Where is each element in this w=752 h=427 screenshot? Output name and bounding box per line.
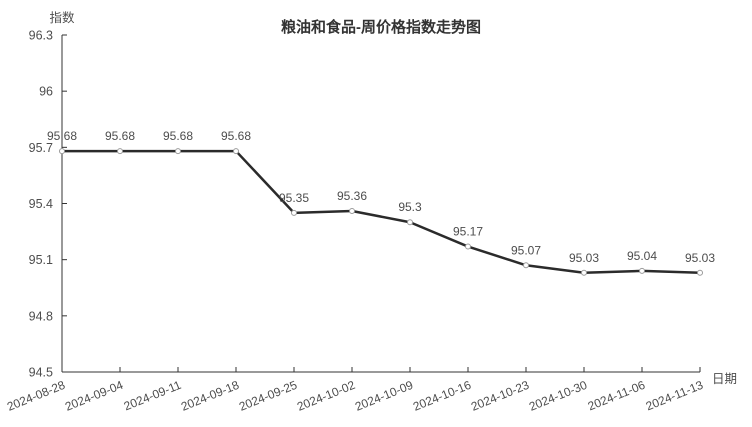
data-point-marker [59,148,65,155]
y-tick-label: 95.7 [29,141,53,155]
data-point-marker [291,209,297,216]
data-point-marker [175,148,181,155]
x-tick-label: 2024-11-06 [586,378,648,414]
y-tick-label: 95.1 [29,253,53,267]
data-point-label: 95.03 [685,251,715,265]
x-tick-label: 2024-09-18 [179,378,241,414]
data-point-marker [465,243,471,250]
data-point-marker [349,207,355,214]
y-tick-label: 94.8 [29,309,53,323]
x-tick-label: 2024-10-30 [527,378,589,414]
data-point-marker [581,269,587,276]
x-tick-label: 2024-10-02 [295,378,357,414]
data-point-marker [523,262,529,269]
x-tick-label: 2024-10-23 [469,378,531,414]
y-tick-label: 94.5 [29,366,53,380]
data-point-label: 95.04 [627,249,657,263]
data-point-label: 95.03 [569,251,599,265]
data-point-label: 95.35 [279,191,309,205]
x-tick-label: 2024-11-13 [644,378,706,414]
data-point-label: 95.07 [511,243,541,257]
x-tick-label: 2024-09-25 [237,378,299,414]
x-tick-label: 2024-10-09 [353,378,415,414]
chart-title: 粮油和食品-周价格指数走势图 [281,19,481,36]
x-tick-label: 2024-09-11 [122,378,184,414]
y-tick-label: 95.4 [29,197,53,211]
data-point-marker [233,148,239,155]
x-tick-label: 2024-09-04 [63,378,125,414]
data-point-label: 95.68 [47,129,77,143]
data-point-marker [407,219,413,226]
y-tick-label: 96 [39,85,53,99]
data-point-marker [117,148,123,155]
x-tick-label: 2024-10-16 [411,378,473,414]
data-point-label: 95.68 [105,129,135,143]
data-point-label: 95.3 [398,200,422,214]
data-point-label: 95.17 [453,225,483,239]
price-line [60,149,702,275]
data-point-label: 95.36 [337,189,367,203]
data-point-marker [639,267,645,274]
data-point-label: 95.68 [163,129,193,143]
x-axis-title: 日期 [712,372,738,386]
y-tick-label: 96.3 [29,29,53,43]
data-point-label: 95.68 [221,129,251,143]
y-axis-title: 指数 [49,11,75,25]
data-point-marker [697,269,703,276]
x-tick-label: 2024-08-28 [5,378,67,414]
